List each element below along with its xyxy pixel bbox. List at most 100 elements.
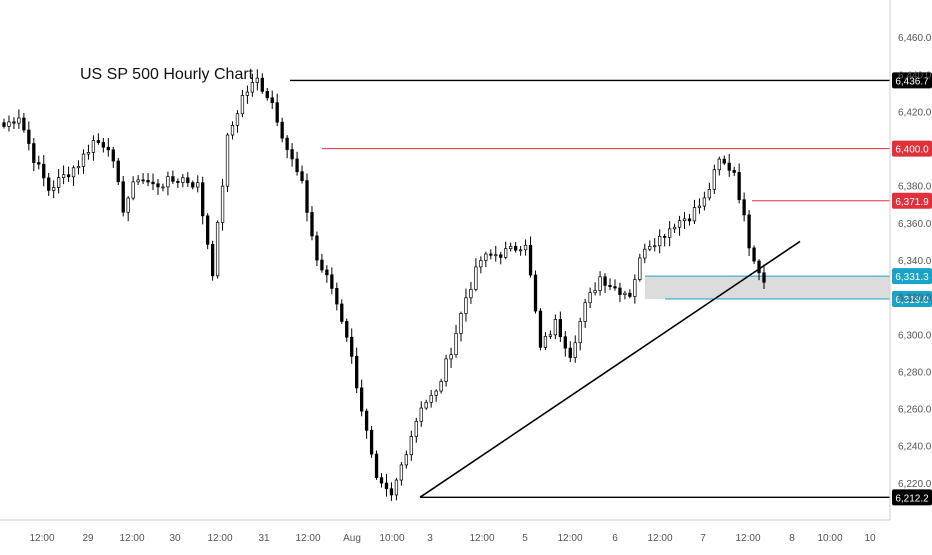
- candle-body: [434, 390, 438, 396]
- candle: [136, 175, 140, 186]
- candle-body: [548, 334, 553, 337]
- candle: [633, 274, 637, 304]
- candle: [335, 282, 339, 311]
- candle-body: [340, 303, 344, 322]
- candle-body: [682, 218, 687, 221]
- candle: [340, 299, 344, 324]
- x-tick-label: 29: [82, 533, 94, 544]
- candle-body: [623, 292, 627, 295]
- candle: [608, 278, 612, 290]
- candle-body: [643, 248, 647, 259]
- candle: [17, 109, 21, 129]
- candle: [762, 264, 766, 290]
- candle: [553, 314, 558, 339]
- candle: [91, 135, 96, 161]
- candle: [96, 133, 101, 145]
- candle: [449, 347, 453, 368]
- candle: [623, 290, 627, 300]
- candle-body: [653, 245, 657, 248]
- candle: [7, 115, 11, 132]
- candle: [434, 389, 438, 402]
- candle-body: [409, 436, 413, 456]
- candle-body: [310, 212, 314, 237]
- candle: [176, 178, 180, 188]
- candle-body: [52, 187, 56, 191]
- candle-body: [270, 97, 274, 104]
- candle-body: [320, 259, 324, 271]
- y-tick-label: 6,300.0: [898, 330, 932, 341]
- candle: [538, 308, 543, 351]
- candle: [196, 175, 200, 193]
- candle-body: [245, 91, 250, 96]
- candle-body: [206, 215, 210, 245]
- candle-body: [136, 179, 140, 183]
- candle: [573, 335, 577, 363]
- candle-body: [504, 248, 508, 258]
- candle-body: [558, 319, 562, 338]
- candle-body: [707, 189, 712, 199]
- candle-body: [42, 163, 46, 179]
- candle-body: [106, 146, 110, 151]
- candle: [414, 417, 418, 443]
- x-tick-label: 10: [864, 533, 876, 544]
- candle-body: [459, 313, 463, 334]
- candle: [121, 175, 125, 217]
- candle: [583, 298, 587, 328]
- candle-body: [56, 177, 61, 188]
- candle-body: [295, 158, 299, 173]
- candle-body: [37, 162, 41, 165]
- x-tick-label: 10:00: [379, 533, 404, 544]
- candle: [707, 182, 712, 201]
- candle-body: [633, 279, 637, 297]
- x-tick-label: 12:00: [29, 533, 54, 544]
- candle: [374, 450, 379, 480]
- y-tick-label: 6,440.0: [898, 70, 932, 81]
- candle-body: [181, 177, 185, 183]
- candle: [593, 282, 597, 296]
- candle-body: [81, 153, 86, 167]
- candle-body: [101, 142, 105, 148]
- candle: [285, 135, 289, 159]
- candle: [181, 174, 185, 188]
- candle-body: [732, 169, 736, 173]
- candle: [459, 311, 463, 342]
- candle-body: [528, 244, 533, 276]
- candle-body: [717, 158, 721, 171]
- candle: [658, 229, 662, 254]
- x-tick-label: 8: [789, 533, 795, 544]
- candle: [166, 171, 170, 196]
- candle: [389, 482, 394, 501]
- candle-body: [131, 181, 135, 199]
- candle-body: [727, 162, 731, 171]
- candle: [469, 281, 473, 304]
- candle: [424, 399, 428, 410]
- candle: [350, 328, 354, 364]
- candle-body: [196, 182, 200, 188]
- y-tick-label: 6,380.0: [898, 182, 932, 193]
- y-tick-label: 6,240.0: [898, 442, 932, 453]
- candle-body: [384, 482, 389, 490]
- candle: [394, 477, 399, 501]
- candle-body: [369, 430, 374, 455]
- candle: [603, 273, 607, 294]
- candle-body: [697, 205, 702, 208]
- candle: [578, 317, 582, 351]
- candle-body: [509, 245, 513, 250]
- candle: [126, 196, 130, 222]
- candle: [384, 473, 389, 497]
- level-badge: [892, 140, 932, 157]
- candle: [563, 331, 567, 357]
- candle: [737, 163, 741, 204]
- candle: [359, 379, 364, 417]
- candle-body: [747, 214, 751, 249]
- candle-body: [176, 181, 180, 183]
- candle-body: [677, 220, 682, 228]
- candle: [409, 430, 413, 461]
- candle: [240, 89, 245, 118]
- candle: [290, 143, 294, 167]
- candle: [86, 144, 91, 160]
- candle-body: [47, 177, 51, 191]
- candle: [404, 450, 409, 469]
- level-label: 6,436.7: [895, 76, 929, 87]
- candle: [479, 256, 483, 274]
